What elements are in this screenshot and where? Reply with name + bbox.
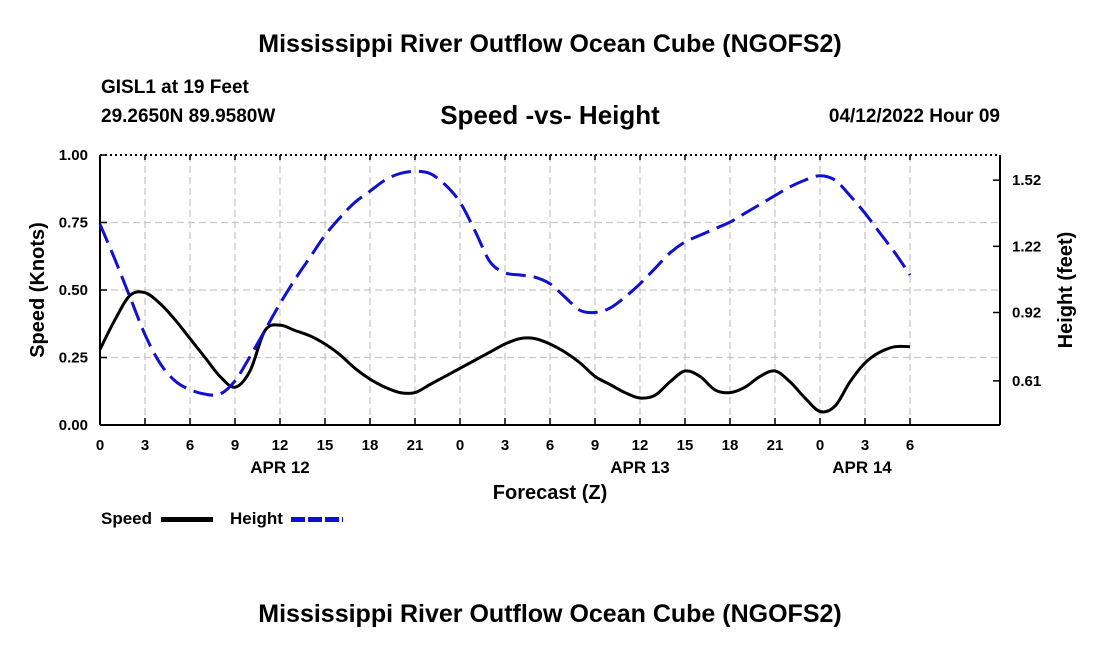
y2-tick-label: 0.61 bbox=[1012, 373, 1041, 390]
x-axis-label: Forecast (Z) bbox=[492, 482, 608, 504]
x-tick-label: 15 bbox=[317, 437, 334, 454]
x-tick-label: 6 bbox=[546, 437, 554, 454]
x-tick-label: 12 bbox=[632, 437, 649, 454]
x-tick-label: 12 bbox=[272, 437, 289, 454]
date-label: APR 13 bbox=[610, 458, 670, 477]
x-tick-label: 3 bbox=[861, 437, 869, 454]
station-coords: 29.2650N 89.9580W bbox=[101, 106, 276, 127]
x-tick-label: 3 bbox=[501, 437, 509, 454]
y-tick-label: 0.00 bbox=[59, 417, 88, 434]
chart-title: Speed -vs- Height bbox=[440, 100, 660, 130]
station-name: GISL1 at 19 Feet bbox=[101, 77, 249, 98]
date-label: APR 12 bbox=[250, 458, 310, 477]
x-tick-label: 0 bbox=[96, 437, 104, 454]
y-tick-label: 0.25 bbox=[59, 350, 88, 367]
x-tick-label: 9 bbox=[591, 437, 599, 454]
main-title: Mississippi River Outflow Ocean Cube (NG… bbox=[258, 30, 842, 58]
x-tick-label: 21 bbox=[767, 437, 784, 454]
date-label: APR 14 bbox=[832, 458, 892, 477]
x-tick-label: 15 bbox=[677, 437, 694, 454]
x-tick-label: 6 bbox=[186, 437, 194, 454]
legend-height-swatch bbox=[291, 517, 343, 522]
x-tick-label: 21 bbox=[407, 437, 424, 454]
x-tick-label: 18 bbox=[362, 437, 379, 454]
forecast-datetime: 04/12/2022 Hour 09 bbox=[828, 106, 1000, 127]
legend-speed-swatch bbox=[161, 517, 213, 522]
legend-height-label: Height bbox=[230, 509, 283, 528]
x-tick-label: 0 bbox=[816, 437, 824, 454]
y2-axis-label: Height (feet) bbox=[1055, 232, 1077, 349]
speed-series-line bbox=[98, 290, 911, 414]
legend-speed-label: Speed bbox=[101, 509, 153, 528]
y2-tick-label: 1.52 bbox=[1012, 172, 1041, 189]
y2-tick-label: 0.92 bbox=[1012, 305, 1041, 322]
y2-tick-label: 1.22 bbox=[1012, 238, 1041, 255]
y-tick-label: 0.50 bbox=[59, 282, 88, 299]
height-series-line bbox=[98, 169, 912, 397]
x-tick-label: 0 bbox=[456, 437, 464, 454]
y-tick-label: 1.00 bbox=[59, 147, 88, 164]
y-axis-label: Speed (Knots) bbox=[27, 222, 49, 358]
x-tick-label: 9 bbox=[231, 437, 239, 454]
x-tick-label: 3 bbox=[141, 437, 149, 454]
x-tick-label: 6 bbox=[906, 437, 914, 454]
y-tick-label: 0.75 bbox=[59, 215, 88, 232]
x-tick-label: 18 bbox=[722, 437, 739, 454]
bottom-title: Mississippi River Outflow Ocean Cube (NG… bbox=[258, 600, 842, 628]
